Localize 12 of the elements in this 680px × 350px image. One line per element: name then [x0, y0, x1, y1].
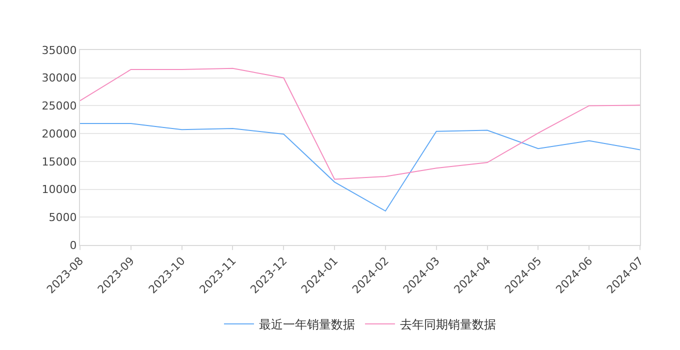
line-series: [80, 68, 640, 180]
y-tick-label: 15000: [42, 155, 77, 168]
y-tick-label: 10000: [42, 183, 77, 196]
y-tick-label: 25000: [42, 100, 77, 113]
y-tick-label: 35000: [42, 44, 77, 57]
legend-label: 最近一年销量数据: [259, 318, 355, 332]
legend-label: 去年同期销量数据: [400, 318, 496, 332]
line-series: [80, 123, 640, 212]
y-tick-label: 0: [70, 238, 77, 252]
y-tick-label: 5000: [48, 210, 77, 224]
y-tick-label: 30000: [42, 72, 77, 85]
y-tick-label: 20000: [42, 127, 77, 140]
